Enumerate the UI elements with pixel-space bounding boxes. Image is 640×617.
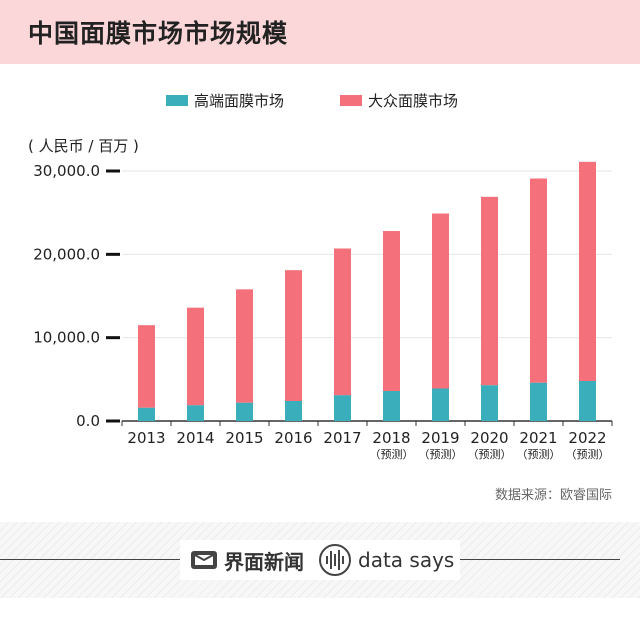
x-tick-note: （预测） bbox=[468, 448, 512, 461]
header-bar: 中国面膜市场市场规模 bbox=[0, 0, 640, 64]
y-tick-label: 0.0 bbox=[76, 412, 100, 430]
bar-premium-2019 bbox=[432, 388, 449, 421]
footer-rule-left bbox=[0, 559, 180, 560]
y-axis-unit-label: ( 人民币 / 百万 ) bbox=[28, 137, 139, 155]
x-tick-label: 2014 bbox=[176, 429, 214, 447]
y-tick-label: 30,000.0 bbox=[33, 162, 100, 180]
bar-mass-2014 bbox=[187, 307, 204, 406]
bar-premium-2013 bbox=[138, 407, 155, 421]
y-tick-label: 10,000.0 bbox=[33, 329, 100, 347]
x-tick-label: 2015 bbox=[225, 429, 263, 447]
bar-premium-2018 bbox=[383, 391, 400, 421]
bar-mass-2021 bbox=[530, 178, 547, 383]
x-tick-label: 2013 bbox=[127, 429, 165, 447]
data-says-logo-icon bbox=[319, 544, 351, 576]
x-tick-label: 2018 bbox=[372, 429, 410, 447]
data-source: 数据来源：欧睿国际 bbox=[494, 488, 612, 503]
legend-label-premium: 高端面膜市场 bbox=[194, 92, 285, 110]
bar-premium-2021 bbox=[530, 382, 547, 421]
page-title: 中国面膜市场市场规模 bbox=[28, 19, 289, 48]
legend-swatch-mass bbox=[340, 95, 362, 106]
bar-mass-2016 bbox=[285, 270, 302, 401]
bar-mass-2020 bbox=[481, 196, 498, 386]
x-tick-label: 2022 bbox=[568, 429, 606, 447]
bar-mass-2017 bbox=[334, 248, 351, 396]
stacked-bar-chart: 0.0 10,000.0 20,000.0 30,000.0 2013 2014 2015 2… bbox=[33, 161, 613, 461]
footer-bar: 界面新闻 data says bbox=[0, 522, 640, 598]
jiemian-logo-icon bbox=[191, 551, 217, 569]
x-tick-note: （预测） bbox=[517, 448, 561, 461]
footer-brand-cn: 界面新闻 bbox=[224, 549, 304, 574]
legend-label-mass: 大众面膜市场 bbox=[368, 92, 459, 110]
bar-premium-2014 bbox=[187, 405, 204, 421]
x-tick-note: （预测） bbox=[419, 448, 463, 461]
x-tick-note: （预测） bbox=[566, 448, 610, 461]
bar-mass-2018 bbox=[383, 231, 400, 391]
x-tick-label: 2016 bbox=[274, 429, 312, 447]
bar-mass-2013 bbox=[138, 325, 155, 408]
footer-rule-right bbox=[460, 559, 620, 560]
x-tick-note: （预测） bbox=[370, 448, 414, 461]
footer-brand-en: data says bbox=[358, 548, 455, 572]
bar-premium-2017 bbox=[334, 395, 351, 421]
bar-premium-2015 bbox=[236, 402, 253, 421]
footer-brand: 界面新闻 data says bbox=[180, 540, 460, 580]
legend-swatch-premium bbox=[166, 95, 188, 106]
x-tick-label: 2019 bbox=[421, 429, 459, 447]
x-tick-label: 2020 bbox=[470, 429, 508, 447]
bar-premium-2020 bbox=[481, 385, 498, 421]
chart-legend: 高端面膜市场 大众面膜市场 bbox=[0, 90, 640, 112]
bar-mass-2022 bbox=[579, 161, 596, 381]
legend-item-mass: 大众面膜市场 bbox=[340, 90, 458, 111]
x-tick-label: 2021 bbox=[519, 429, 557, 447]
bar-mass-2015 bbox=[236, 289, 253, 403]
y-tick-label: 20,000.0 bbox=[33, 245, 100, 263]
bar-premium-2016 bbox=[285, 401, 302, 421]
legend-item-premium: 高端面膜市场 bbox=[166, 90, 284, 111]
bar-premium-2022 bbox=[579, 381, 596, 421]
bar-mass-2019 bbox=[432, 213, 449, 389]
x-tick-label: 2017 bbox=[323, 429, 361, 447]
